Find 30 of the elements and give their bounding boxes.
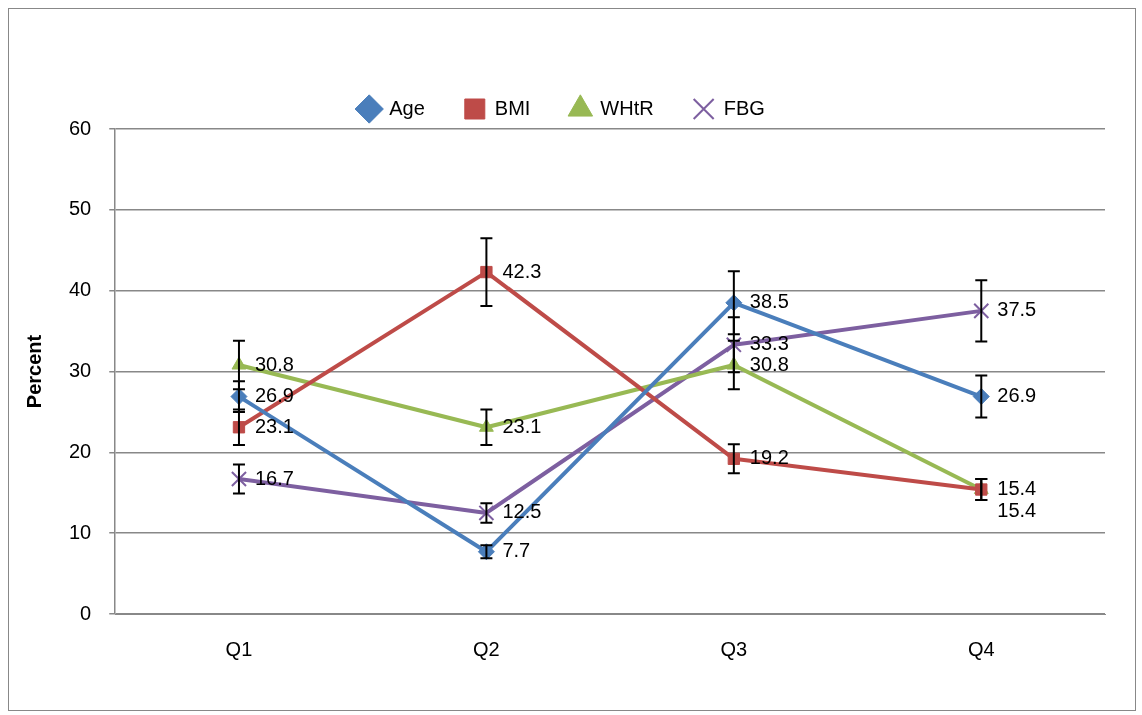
x-tick-label: Q2: [473, 637, 500, 660]
x-tick-label: Q4: [967, 637, 995, 660]
point: [725, 336, 742, 353]
y-tick-label: 30: [69, 359, 92, 382]
point: [230, 470, 248, 488]
data-label: 30.8: [254, 352, 294, 375]
y-tick-label: 50: [69, 197, 92, 220]
data-label: 16.7: [254, 466, 294, 489]
data-label: 23.1: [502, 414, 542, 437]
x-tick-label: Q1: [225, 637, 253, 660]
legend-label: BMI: [494, 96, 531, 119]
data-label: 15.4: [997, 477, 1037, 500]
legend-label: FBG: [723, 96, 765, 119]
data-label: 38.5: [749, 290, 789, 313]
data-label: 42.3: [502, 259, 542, 282]
y-tick-label: 20: [69, 439, 92, 462]
y-tick-label: 0: [80, 601, 92, 624]
y-axis-title: Percent: [22, 334, 45, 409]
data-label: 15.4: [997, 499, 1037, 522]
x-tick-label: Q3: [720, 637, 748, 660]
legend-label: WHtR: [600, 96, 654, 119]
y-tick-label: 10: [69, 520, 92, 543]
y-tick-label: 60: [69, 116, 92, 139]
point: [973, 302, 990, 319]
data-label: 37.5: [997, 298, 1037, 321]
data-label: 26.9: [997, 384, 1037, 407]
y-tick-label: 40: [69, 278, 92, 301]
data-label: 7.7: [502, 539, 531, 562]
legend-label: Age: [389, 96, 425, 119]
data-label: 30.8: [749, 352, 789, 375]
